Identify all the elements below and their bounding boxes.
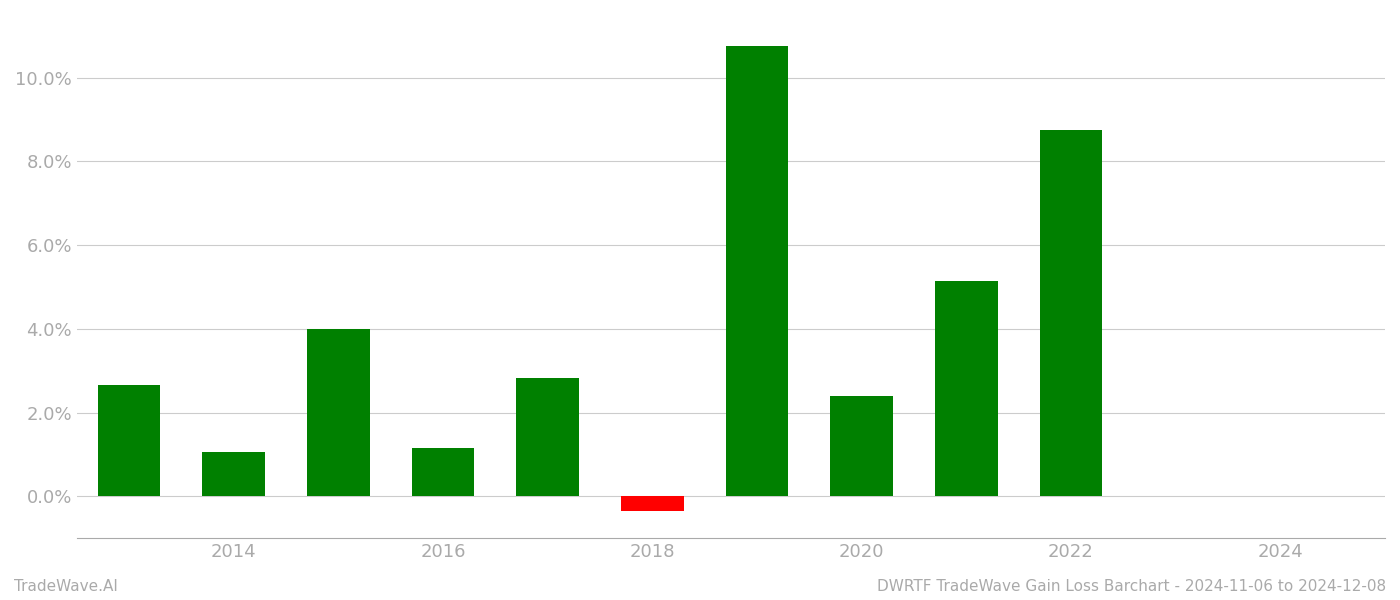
Bar [725, 46, 788, 496]
Bar [412, 448, 475, 496]
Bar [622, 496, 683, 511]
Text: DWRTF TradeWave Gain Loss Barchart - 2024-11-06 to 2024-12-08: DWRTF TradeWave Gain Loss Barchart - 202… [876, 579, 1386, 594]
Bar [202, 452, 265, 496]
Bar [1040, 130, 1102, 496]
Bar [935, 281, 998, 496]
Bar [830, 396, 893, 496]
Bar [517, 378, 580, 496]
Text: TradeWave.AI: TradeWave.AI [14, 579, 118, 594]
Bar [98, 385, 161, 496]
Bar [307, 329, 370, 496]
